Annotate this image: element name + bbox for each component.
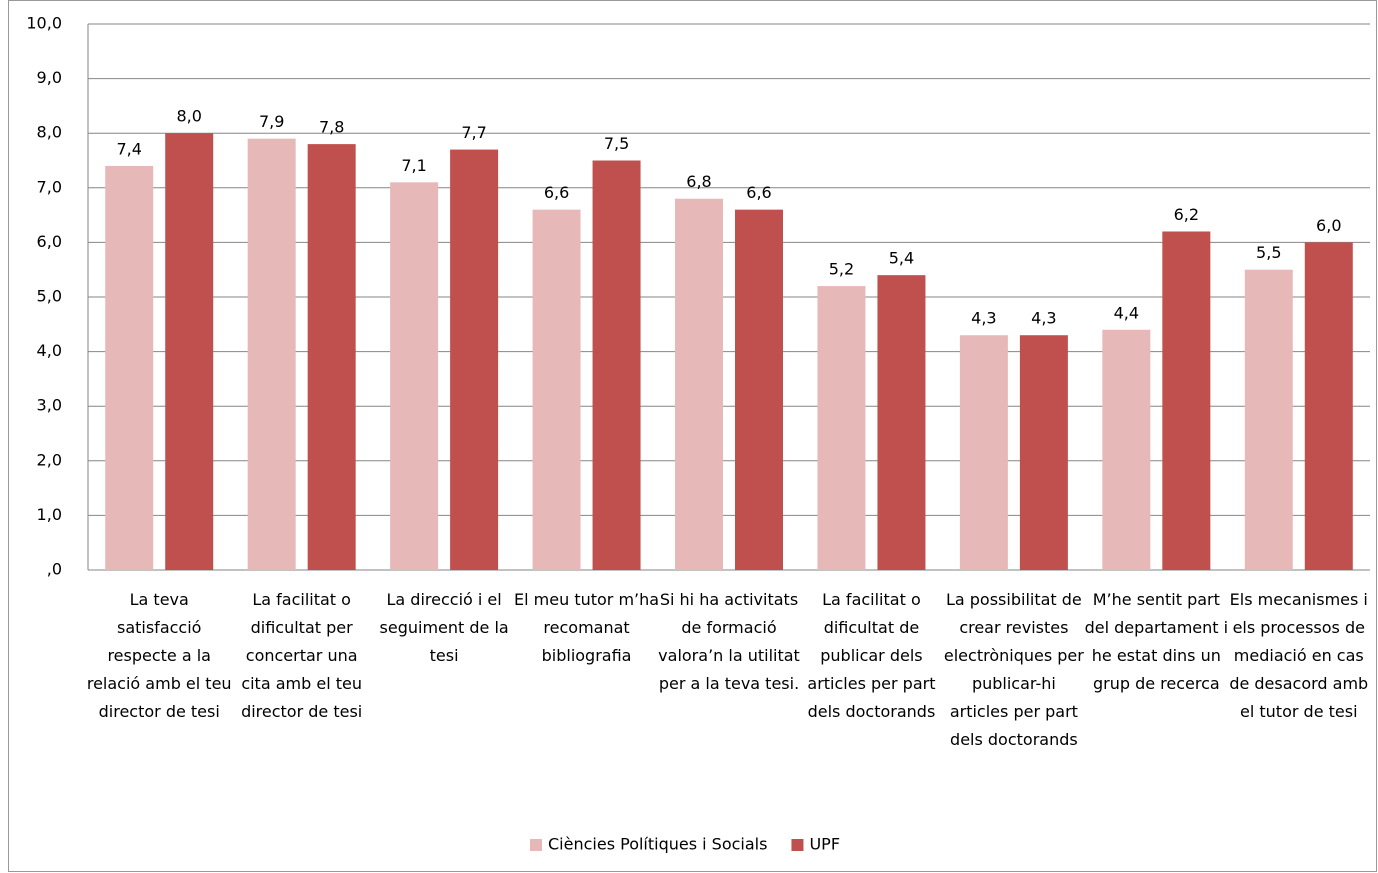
bar [390,182,439,570]
y-tick-label: 4,0 [37,341,62,360]
data-label: 5,4 [889,249,914,268]
data-label: 7,8 [319,118,344,137]
legend-label: UPF [809,835,840,854]
data-label: 7,9 [259,112,284,131]
x-tick-label: La teva satisfacció respecte a la relaci… [86,590,232,721]
bar [450,149,499,570]
legend-swatch [530,839,542,851]
legend-label: Ciències Polítiques i Socials [548,835,767,854]
bar [959,335,1008,570]
y-tick-label: 3,0 [37,396,62,415]
bar [165,133,214,570]
data-label: 8,0 [176,107,201,126]
data-label: 7,4 [116,139,141,158]
bar [1162,231,1211,571]
y-tick-label: 5,0 [37,287,62,306]
bar [877,275,926,570]
data-label: 6,8 [686,172,711,191]
data-label: 6,6 [746,183,771,202]
bar [247,138,296,570]
y-tick-label: 10,0 [26,14,62,33]
bar [1019,335,1068,570]
data-label: 4,3 [1031,309,1056,328]
y-tick-label: 2,0 [37,450,62,469]
bar [1304,242,1353,570]
chart-frame [8,0,1377,872]
data-label: 6,2 [1174,205,1199,224]
data-label: 4,4 [1114,303,1139,322]
data-label: 7,7 [461,123,486,142]
bar [735,209,783,570]
y-tick-label: 6,0 [37,232,62,251]
data-label: 5,5 [1256,243,1281,262]
x-tick-label: La facilitat o dificultat de publicar de… [807,590,936,721]
bar [1244,269,1293,570]
data-label: 7,1 [401,156,426,175]
bar [532,209,581,570]
bar [675,198,723,570]
x-tick-label: Si hi ha activitats de formació valora’n… [658,590,800,693]
bar [105,165,154,570]
data-label: 6,6 [544,183,569,202]
x-tick-label: La facilitat o dificultat per concertar … [241,590,363,721]
data-label: 5,2 [829,260,854,279]
data-label: 4,3 [971,309,996,328]
x-tick-label: El meu tutor m’ha recomanat bibliografia [514,590,660,665]
x-tick-label: M’he sentit part del departament i he es… [1084,590,1229,693]
bar [1102,329,1151,570]
data-label: 7,5 [604,134,629,153]
bar [592,160,641,570]
y-tick-label: 7,0 [37,177,62,196]
x-tick-label: La direcció i el seguiment de la tesi [379,590,509,665]
bar [307,144,356,570]
y-tick-label: 1,0 [37,505,62,524]
y-tick-label: ,0 [47,560,62,579]
y-tick-label: 9,0 [37,68,62,87]
x-tick-label: La possibilitat de crear revistes electr… [943,590,1084,749]
y-tick-label: 8,0 [37,123,62,142]
x-tick-label: Els mecanismes i els processos de mediac… [1229,590,1369,721]
data-label: 6,0 [1316,216,1341,235]
bar [817,286,866,570]
legend-swatch [791,839,804,851]
